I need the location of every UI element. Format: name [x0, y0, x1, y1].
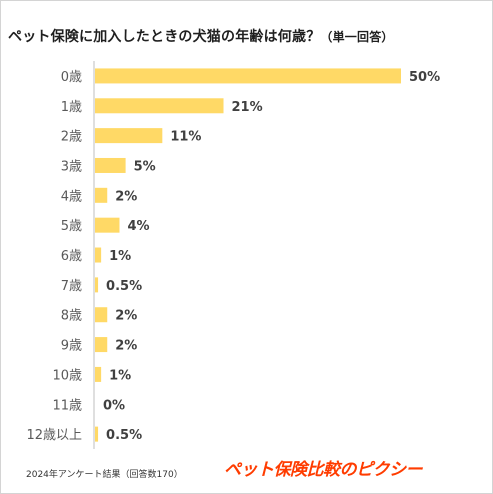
data-label: 0.5%: [106, 428, 142, 443]
data-label: 4%: [127, 219, 149, 234]
y-tick-label: 9歳: [61, 339, 82, 354]
bar: [95, 307, 108, 323]
data-label: 2%: [115, 339, 137, 354]
data-label: 5%: [134, 159, 156, 174]
bar: [95, 217, 120, 233]
data-label: 0.5%: [106, 279, 142, 294]
bar: [95, 366, 102, 382]
bar: [95, 247, 102, 263]
data-label: 0%: [103, 398, 125, 413]
y-tick-label: 8歳: [61, 309, 82, 324]
data-label: 1%: [109, 249, 131, 264]
bar: [95, 187, 108, 203]
chart-title-text: ペット保険に加入したときの犬猫の年齢は何歳？: [8, 29, 321, 45]
y-tick-label: 7歳: [61, 279, 82, 294]
data-label: 1%: [109, 368, 131, 383]
y-tick-label: 3歳: [61, 159, 82, 174]
data-label: 2%: [115, 309, 137, 324]
y-tick-label: 0歳: [61, 70, 82, 85]
bar: [95, 98, 224, 114]
y-tick-label: 2歳: [61, 130, 82, 145]
chart-title: ペット保険に加入したときの犬猫の年齢は何歳？（単一回答）: [8, 26, 488, 46]
data-label: 11%: [170, 130, 201, 145]
bar: [95, 337, 108, 353]
bar: [95, 277, 99, 293]
bar: [95, 157, 126, 173]
y-tick-label: 4歳: [61, 189, 82, 204]
y-tick-label: 6歳: [61, 249, 82, 264]
chart-footnote: 2024年アンケート結果（回答数170）: [26, 470, 183, 480]
y-tick-label: 5歳: [61, 219, 82, 234]
y-tick-label: 10歳: [52, 368, 82, 383]
bar: [95, 426, 99, 442]
data-label: 21%: [232, 100, 263, 115]
bar: [95, 68, 401, 84]
brand-logo: ペット保険比較のピクシー: [224, 460, 423, 480]
data-label: 50%: [409, 70, 440, 85]
data-label: 2%: [115, 189, 137, 204]
y-tick-label: 1歳: [61, 100, 82, 115]
bar: [95, 128, 163, 144]
y-tick-label: 12歳以上: [26, 428, 82, 443]
y-tick-label: 11歳: [52, 398, 82, 413]
chart-title-note: （単一回答）: [320, 30, 394, 44]
